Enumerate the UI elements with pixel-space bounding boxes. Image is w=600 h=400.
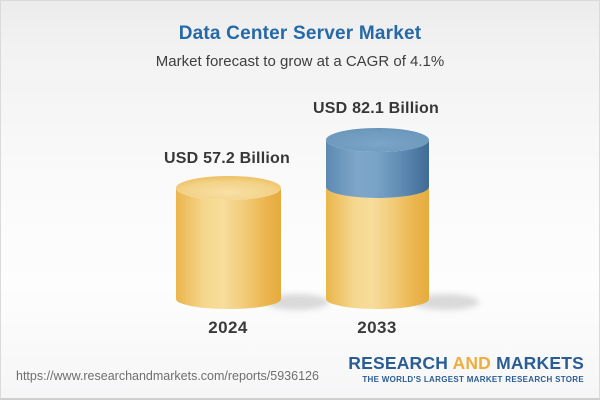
shadow-2033 <box>413 294 479 310</box>
category-label-2033: 2033 <box>357 318 397 337</box>
logo-word-research: RESEARCH <box>348 353 449 373</box>
logo-tagline: THE WORLD'S LARGEST MARKET RESEARCH STOR… <box>362 374 584 384</box>
logo-word-markets: MARKETS <box>496 353 584 373</box>
logo-word-and: AND <box>452 353 491 373</box>
report-url: https://www.researchandmarkets.com/repor… <box>16 369 319 383</box>
chart-title: Data Center Server Market <box>178 23 422 44</box>
logo-wordmark: RESEARCH AND MARKETS <box>348 353 584 373</box>
cylinder-2033-growth <box>326 128 429 199</box>
category-label-2024: 2024 <box>208 318 248 337</box>
data-label-2033: USD 82.1 Billion <box>313 100 439 117</box>
cylinder-2024 <box>176 176 281 309</box>
research-and-markets-logo: RESEARCH AND MARKETS THE WORLD'S LARGEST… <box>348 353 584 384</box>
cylinder-2033-base <box>326 187 429 309</box>
chart-subtitle: Market forecast to grow at a CAGR of 4.1… <box>155 53 445 70</box>
data-label-2024: USD 57.2 Billion <box>164 150 290 167</box>
